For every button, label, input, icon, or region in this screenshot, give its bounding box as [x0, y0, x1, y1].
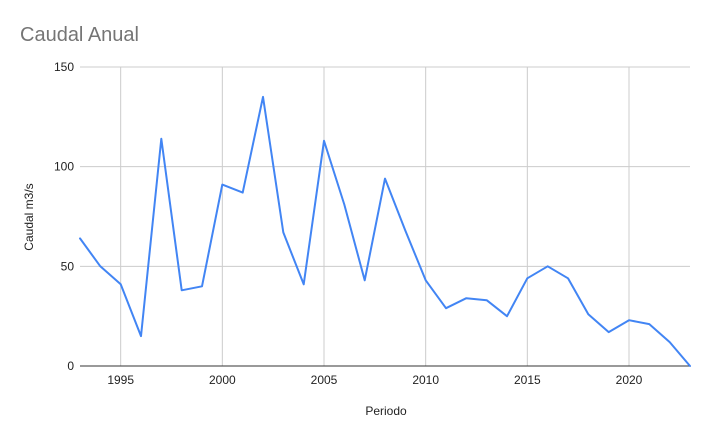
x-tick-label: 1995	[107, 373, 134, 387]
series-line	[79, 95, 691, 367]
x-tick-label: 2005	[311, 373, 338, 387]
x-tick-label: 2015	[514, 373, 541, 387]
x-axis-label: Periodo	[365, 404, 407, 418]
y-tick-label: 150	[54, 60, 74, 74]
y-tick-label: 0	[67, 359, 74, 373]
y-tick-label: 100	[54, 160, 74, 174]
y-axis-label: Caudal m3/s	[22, 183, 36, 250]
x-tick-labels: 1995 2000 2005 2010 2015 2020	[107, 373, 642, 387]
x-tick-label: 2000	[209, 373, 236, 387]
y-tick-labels: 0 50 100 150	[54, 60, 74, 373]
series-lines	[79, 95, 691, 367]
grid-lines	[80, 66, 690, 367]
y-tick-label: 50	[61, 259, 75, 273]
x-tick-label: 2020	[616, 373, 643, 387]
chart-title: Caudal Anual	[20, 24, 139, 46]
x-tick-label: 2010	[412, 373, 439, 387]
